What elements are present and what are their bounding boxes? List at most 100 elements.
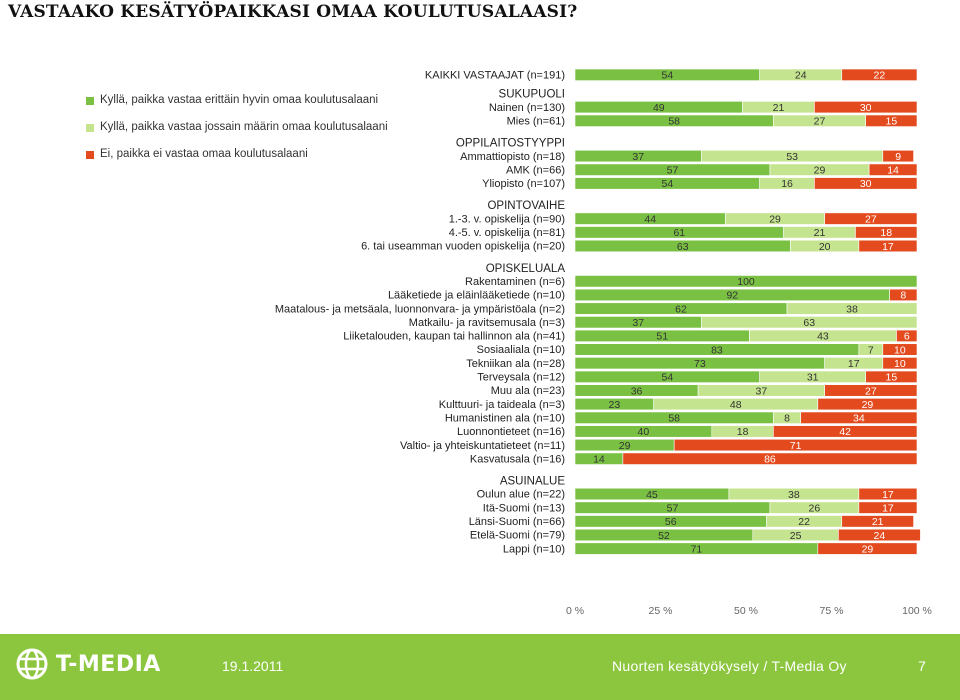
data-label: 49 (653, 102, 665, 114)
bar-segment (889, 288, 918, 302)
data-label: 21 (773, 102, 785, 114)
legend-label-no: Ei, paikka ei vastaa omaa koulutusalaani (100, 148, 308, 160)
bar-segment (574, 275, 918, 288)
group-heading: ASUINALUE (500, 476, 566, 488)
data-label: 24 (874, 530, 886, 542)
data-label: 53 (786, 151, 798, 163)
data-label: 27 (865, 213, 877, 225)
bar-segment (773, 425, 918, 438)
row-label: Nainen (n=130) (489, 102, 565, 114)
t-media-logo: T-MEDIA (14, 646, 161, 682)
row-label: Liiketalouden, kaupan tai hallinnon ala … (343, 331, 565, 343)
data-label: 8 (784, 413, 790, 425)
row-label: Maatalous- ja metsäala, luonnonvara- ja … (275, 303, 565, 315)
data-label: 15 (886, 116, 898, 128)
group-heading: OPPILAITOSTYYPPI (456, 138, 565, 150)
bar-segment (855, 226, 918, 239)
row-label: Valtio- ja yhteiskuntatieteet (n=11) (400, 440, 565, 452)
bar-segment (817, 398, 918, 411)
data-label: 29 (769, 213, 781, 225)
page-number: 7 (918, 658, 926, 674)
row-label: KAIKKI VASTAAJAT (n=191) (425, 70, 565, 82)
bar-segment (673, 438, 918, 452)
stacked-bar-chart: KAIKKI VASTAAJAT (n=191) 54 24 22 SUKUPUOLIN… (275, 68, 932, 617)
bar-segment (841, 515, 914, 528)
bar-segment (701, 316, 918, 329)
bar-segment (882, 149, 914, 163)
data-label: 48 (730, 399, 742, 411)
data-label: 29 (862, 399, 874, 411)
data-label: 16 (781, 178, 793, 190)
data-label: 20 (819, 241, 831, 253)
x-tick-label: 0 % (566, 605, 584, 617)
data-label: 54 (661, 178, 673, 190)
data-label: 61 (673, 227, 685, 239)
row-label: Humanistinen ala (n=10) (445, 412, 565, 424)
footer-bar: T-MEDIA 19.1.2011 Nuorten kesätyökysely … (0, 634, 960, 700)
row-label: Sosiaaliala (n=10) (477, 344, 565, 356)
data-label: 63 (677, 241, 689, 253)
data-label: 37 (756, 385, 768, 397)
data-label: 52 (658, 530, 670, 542)
bar-segment (786, 302, 918, 315)
data-label: 21 (814, 227, 826, 239)
data-label: 43 (817, 331, 829, 343)
footer-credit: Nuorten kesätyökysely / T-Media Oy (612, 658, 847, 674)
data-label: 71 (790, 440, 802, 452)
bar-segment (868, 163, 918, 176)
data-label: 22 (798, 516, 810, 528)
data-label: 6 (904, 331, 910, 343)
data-label: 37 (632, 317, 644, 329)
row-label: Luonnontieteet (n=16) (457, 426, 565, 438)
brand-name: T-MEDIA (56, 651, 161, 677)
data-label: 30 (860, 178, 872, 190)
group-heading: OPINTOVAIHE (487, 200, 565, 212)
data-label: 17 (882, 502, 894, 514)
data-label: 71 (691, 543, 703, 555)
data-label: 54 (661, 372, 673, 384)
row-label: Mies (n=61) (507, 115, 565, 127)
legend-label-partly: Kyllä, paikka vastaa jossain määrin omaa… (100, 121, 388, 133)
bar-segment (838, 528, 921, 542)
row-label: Tekniikan ala (n=28) (466, 358, 565, 370)
row-label: 4.-5. v. opiskelija (n=81) (449, 227, 565, 239)
data-label: 10 (894, 358, 906, 370)
data-label: 15 (886, 372, 898, 384)
legend-swatch-no (86, 151, 94, 159)
row-label: Matkailu- ja ravitsemusala (n=3) (409, 317, 565, 329)
bar-segment (858, 239, 918, 253)
bar-segment (858, 487, 918, 501)
data-label: 9 (895, 151, 901, 163)
data-label: 44 (644, 213, 656, 225)
group-heading: OPISKELUALA (486, 263, 566, 275)
data-label: 14 (887, 165, 899, 177)
legend-item-partly: Kyllä, paikka vastaa jossain määrin omaa… (86, 121, 396, 133)
data-label: 29 (862, 543, 874, 555)
data-label: 8 (900, 290, 906, 302)
group-heading: SUKUPUOLI (499, 89, 565, 101)
footer-date: 19.1.2011 (222, 658, 284, 674)
data-label: 45 (646, 489, 658, 501)
bar-segment (882, 343, 918, 356)
data-label: 30 (860, 102, 872, 114)
x-tick-label: 50 % (734, 605, 758, 617)
row-label: AMK (n=66) (506, 164, 565, 176)
x-tick-label: 75 % (820, 605, 844, 617)
bar-segment (841, 68, 918, 81)
row-label: Lappi (n=10) (503, 543, 565, 555)
legend: Kyllä, paikka vastaa erittäin hyvin omaa… (86, 94, 396, 175)
data-label: 37 (632, 151, 644, 163)
data-label: 62 (675, 303, 687, 315)
data-label: 24 (795, 70, 807, 82)
row-label: Kasvatusala (n=16) (470, 453, 565, 465)
row-label: Länsi-Suomi (n=66) (469, 516, 565, 528)
data-label: 25 (790, 530, 802, 542)
data-label: 29 (619, 440, 631, 452)
chart-title: VASTAAKO KESÄTYÖPAIKKASI OMAA KOULUTUSAL… (8, 2, 578, 22)
data-label: 40 (638, 426, 650, 438)
data-label: 51 (656, 331, 668, 343)
data-label: 18 (880, 227, 892, 239)
data-label: 7 (868, 344, 874, 356)
data-label: 57 (667, 502, 679, 514)
data-label: 42 (839, 426, 851, 438)
